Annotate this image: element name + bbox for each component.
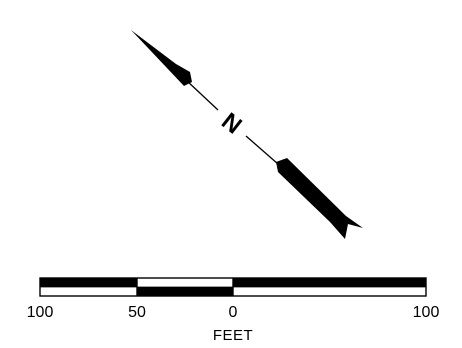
scale-unit-label: FEET	[212, 327, 254, 344]
scale-bar-segment-middle-bottom	[137, 287, 233, 296]
scale-bar-segment-left-top	[40, 278, 137, 287]
scale-bar-segment-right-top	[233, 278, 426, 287]
scale-bar	[39, 277, 427, 297]
north-arrow-head	[131, 30, 192, 86]
north-arrow-shaft-lower	[245, 135, 279, 165]
north-label: N	[216, 108, 246, 140]
north-arrow-tail	[276, 158, 363, 239]
north-arrow-shaft-upper	[185, 79, 219, 111]
scale-tick-label-50: 50	[128, 304, 146, 321]
scale-tick-label-right: 100	[412, 304, 440, 321]
scale-tick-label-left: 100	[26, 304, 54, 321]
north-arrow-icon	[131, 30, 363, 239]
scale-tick-label-0: 0	[228, 304, 238, 321]
